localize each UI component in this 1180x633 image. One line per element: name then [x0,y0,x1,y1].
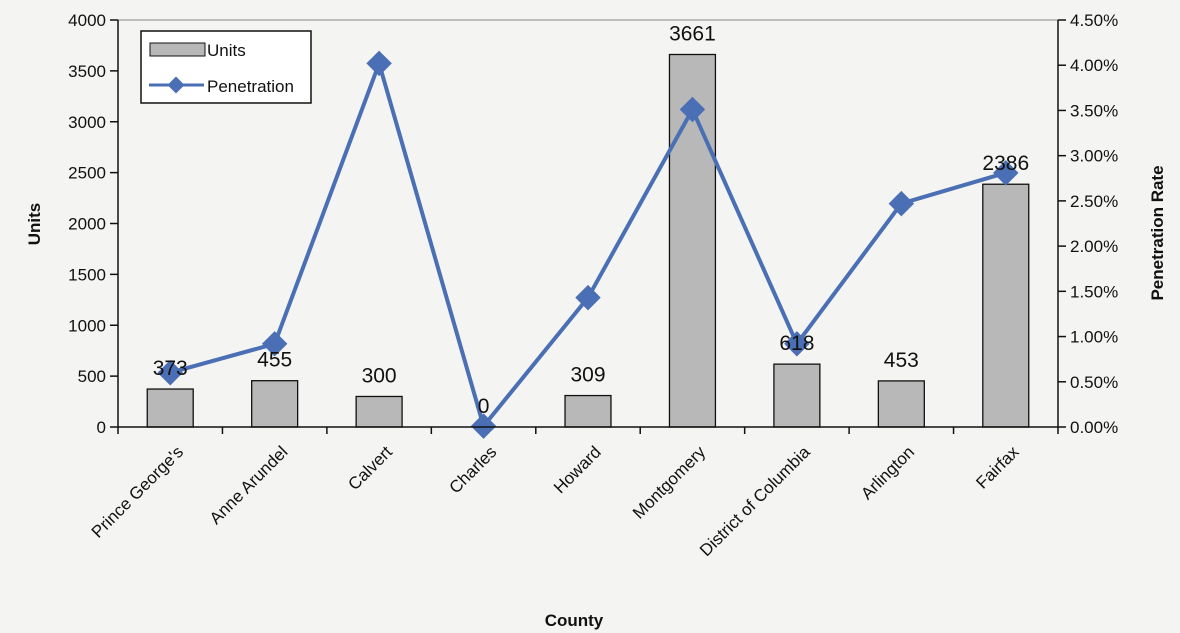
right-tick-label: 3.00% [1070,147,1118,166]
right-tick-label: 0.00% [1070,418,1118,437]
right-tick-label: 4.00% [1070,56,1118,75]
left-tick-label: 4000 [68,11,106,30]
x-tick-label: Anne Arundel [206,442,292,528]
penetration-marker [888,190,915,217]
penetration-marker [575,284,601,311]
bar-data-label: 455 [257,349,292,372]
penetration-marker [993,160,1019,186]
penetration-marker [784,331,810,357]
legend-penetration-marker [167,76,185,94]
line-series [157,50,1019,439]
right-tick-label: 1.00% [1070,328,1118,347]
penetration-marker [679,96,706,123]
x-tick-label: Prince George's [88,442,187,541]
bar-data-label: 373 [153,357,188,380]
left-tick-label: 2000 [68,215,106,234]
bar-data-label: 3661 [669,22,716,45]
y-axis-title: Units [25,203,44,246]
x-tick-label: Calvert [344,442,396,494]
right-tick-label: 2.00% [1070,237,1118,256]
penetration-marker [261,331,288,357]
bar-data-label: 2386 [982,152,1029,175]
bar-data-label: 453 [884,349,919,372]
bar [982,183,1030,428]
left-tick-label: 500 [78,367,106,386]
x-tick-label: Fairfax [972,442,1023,493]
penetration-marker [470,413,497,439]
y2-axis-title: Penetration Rate [1148,165,1167,300]
legend-units-swatch [149,42,206,57]
bar-data-label: 618 [779,332,814,355]
legend-penetration-label: Penetration [207,77,294,96]
legend-units-label: Units [207,41,246,60]
x-tick-label: District of Columbia [696,442,814,560]
right-tick-label: 0.50% [1070,373,1118,392]
right-tick-label: 2.50% [1070,192,1118,211]
bar [355,395,403,428]
bar [564,394,612,428]
data-labels: 373 455 300 0 309 3661 618 453 2386 [153,22,1029,418]
bar-data-label: 300 [362,364,397,387]
right-tick-label: 1.50% [1070,282,1118,301]
right-tick-label: 4.50% [1070,11,1118,30]
left-tick-label: 3000 [68,113,106,132]
penetration-marker [157,360,183,386]
left-tick-label: 1000 [68,316,106,335]
right-tick-label: 3.50% [1070,101,1118,120]
left-tick-label: 1500 [68,265,106,284]
bar-data-label: 309 [570,364,605,387]
bar-series [146,53,1030,428]
bar [877,380,925,428]
legend: Units Penetration [140,30,312,104]
right-axis: 0.00% 0.50% 1.00% 1.50% 2.00% 2.50% 3.00% 3.50%… [1057,11,1118,437]
left-tick-label: 3500 [68,62,106,81]
x-tick-label: Charles [446,442,501,497]
x-axis: Prince George's Anne Arundel Calvert Charle… [88,426,1059,560]
bar [251,380,299,428]
bar [773,363,821,428]
left-axis: 0 500 1000 1500 2000 2500 3000 3500 4000 [68,11,119,437]
penetration-marker [366,50,392,77]
x-tick-label: Montgomery [629,442,710,523]
left-tick-label: 0 [97,418,106,437]
x-tick-label: Arlington [857,442,918,503]
left-tick-label: 2500 [68,164,106,183]
x-axis-title: County [545,611,604,630]
x-tick-label: Howard [550,442,605,497]
bar [146,388,194,428]
bar-data-label: 0 [478,395,490,418]
